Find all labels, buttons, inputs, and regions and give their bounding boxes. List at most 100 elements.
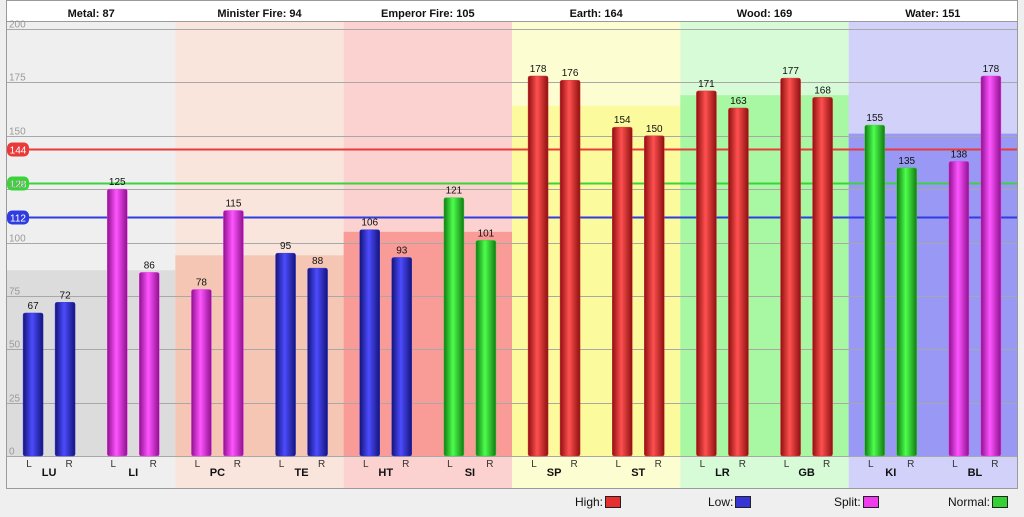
legend-item-split: Split:: [834, 495, 879, 509]
value-label-bl-r: 178: [983, 64, 1000, 75]
value-label-pc-r: 115: [225, 198, 241, 209]
bar-bl-l: [948, 161, 970, 457]
bar-lu-l: [22, 312, 44, 457]
bar-pc-l: [191, 289, 212, 457]
bar-pc-r: [223, 210, 244, 457]
value-label-lu-r: 72: [60, 290, 72, 301]
reference-label-144: 144: [10, 146, 27, 157]
reference-label-112: 112: [10, 214, 26, 225]
y-tick-label-0: 0: [9, 447, 15, 458]
side-label-lr-l: L: [700, 459, 706, 470]
value-label-ki-r: 135: [898, 156, 915, 167]
side-label-st-l: L: [615, 459, 621, 470]
bar-lu-r: [54, 302, 76, 457]
group-header-water: Water: 151: [905, 8, 960, 20]
y-tick-label-150: 150: [9, 127, 26, 138]
value-label-lr-r: 163: [730, 96, 747, 107]
legend-swatch-normal: [992, 496, 1009, 508]
x-tick-label-ki: KI: [885, 467, 896, 479]
y-tick-label-50: 50: [9, 340, 21, 351]
side-label-te-l: L: [279, 459, 285, 470]
x-tick-label-gb: GB: [798, 467, 815, 479]
side-label-pc-r: R: [234, 459, 241, 470]
value-label-ht-r: 93: [396, 245, 408, 256]
x-tick-label-sp: SP: [547, 467, 562, 479]
side-label-te-r: R: [318, 459, 325, 470]
bar-bl-r: [980, 75, 1002, 457]
side-label-ki-l: L: [868, 459, 874, 470]
y-tick-label-200: 200: [9, 20, 26, 31]
legend-label-normal: Normal:: [948, 495, 991, 509]
side-label-sp-l: L: [531, 459, 537, 470]
value-label-lr-l: 171: [698, 79, 715, 90]
side-label-bl-r: R: [991, 459, 998, 470]
y-tick-label-100: 100: [9, 234, 26, 245]
group-header-wood: Wood: 169: [737, 8, 792, 20]
value-label-si-l: 121: [446, 186, 463, 197]
value-label-li-r: 86: [144, 260, 156, 271]
y-tick-label-125: 125: [9, 180, 26, 191]
legend-item-high: High:: [575, 495, 622, 509]
reference-tag-144: [7, 142, 29, 157]
value-label-lu-l: 67: [28, 301, 40, 312]
group-header-earth: Earth: 164: [570, 8, 624, 20]
side-label-li-r: R: [150, 459, 157, 470]
value-label-st-r: 150: [646, 124, 663, 135]
side-label-bl-l: L: [952, 459, 958, 470]
bar-si-l: [443, 197, 465, 457]
x-tick-label-ht: HT: [378, 467, 393, 479]
x-tick-label-bl: BL: [968, 467, 983, 479]
x-tick-label-li: LI: [128, 467, 138, 479]
x-tick-label-st: ST: [631, 467, 645, 479]
side-label-si-l: L: [447, 459, 453, 470]
legend-label-low: Low:: [708, 495, 734, 509]
bar-te-l: [275, 252, 296, 457]
value-label-te-l: 95: [280, 241, 292, 252]
side-label-si-r: R: [486, 459, 493, 470]
bar-sp-r: [559, 79, 581, 457]
legend-swatch-split: [862, 496, 879, 508]
value-label-bl-l: 138: [951, 149, 968, 160]
side-label-lr-r: R: [739, 459, 746, 470]
side-label-gb-l: L: [784, 459, 790, 470]
side-label-ht-r: R: [402, 459, 409, 470]
bar-lr-r: [728, 107, 749, 457]
bar-st-l: [612, 126, 633, 457]
legend-item-low: Low:: [708, 495, 752, 509]
x-tick-label-pc: PC: [210, 467, 225, 479]
reference-tag-112: [7, 210, 29, 225]
bar-li-r: [139, 272, 160, 457]
side-label-st-r: R: [655, 459, 662, 470]
side-label-lu-r: R: [65, 459, 72, 470]
legend-item-normal: Normal:: [948, 495, 1009, 509]
bar-gb-l: [780, 77, 801, 457]
group-header-minister-fire: Minister Fire: 94: [217, 8, 302, 20]
x-tick-label-te: TE: [295, 467, 309, 479]
bar-gb-r: [812, 97, 833, 457]
bar-li-l: [107, 188, 128, 457]
y-tick-label-25: 25: [9, 394, 21, 405]
bar-lr-l: [696, 90, 717, 457]
chart-legend: High: Low: Split: Normal:: [0, 489, 1024, 517]
side-label-ht-l: L: [363, 459, 369, 470]
value-label-sp-r: 176: [562, 68, 579, 79]
value-label-si-r: 101: [478, 228, 495, 239]
value-label-pc-l: 78: [196, 277, 208, 288]
chart-area: 144 128 112 Metal: 87 Minister Fire: 94 Empe…: [6, 0, 1018, 489]
value-label-gb-r: 168: [814, 85, 831, 96]
value-label-ki-l: 155: [866, 113, 883, 124]
group-header-emperor-fire: Emperor Fire: 105: [381, 8, 475, 20]
bar-te-r: [307, 267, 328, 457]
y-tick-label-75: 75: [9, 287, 21, 298]
value-label-sp-l: 178: [530, 64, 547, 75]
value-label-ht-l: 106: [361, 218, 378, 229]
bar-si-r: [475, 240, 497, 457]
x-tick-label-si: SI: [465, 467, 475, 479]
bar-sp-l: [527, 75, 549, 457]
reference-tag-128: [7, 176, 29, 191]
side-label-lu-l: L: [26, 459, 32, 470]
bar-ki-l: [864, 124, 885, 457]
bar-chart: 144 128 112 Metal: 87 Minister Fire: 94 Empe…: [7, 8, 1017, 488]
value-label-st-l: 154: [614, 115, 631, 126]
side-label-ki-r: R: [907, 459, 914, 470]
